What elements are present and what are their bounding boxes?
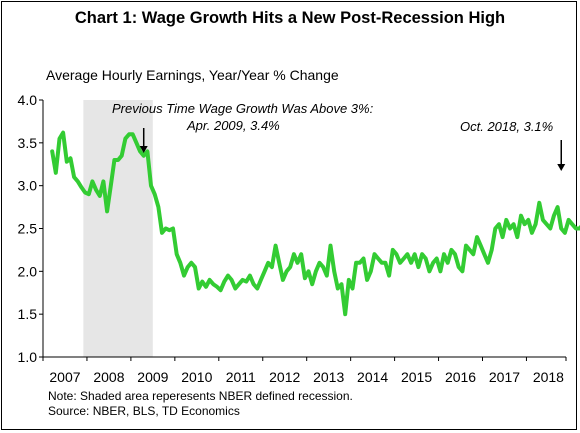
x-tick-label: 2007 [49,369,80,385]
annotation-arrowhead [557,164,566,171]
annotation-text: Previous Time Wage Growth Was Above 3%: [112,101,374,116]
annotation-arrowhead [139,146,148,153]
x-tick-label: 2014 [357,369,388,385]
y-axis-label: Average Hourly Earnings, Year/Year % Cha… [46,67,339,83]
x-tick-label: 2016 [445,369,476,385]
y-tick-label: 3.5 [18,135,38,151]
x-tick-label: 2008 [93,369,124,385]
annotation-text: Apr. 2009, 3.4% [186,118,280,133]
y-tick-label: 1.5 [18,306,38,322]
recession-note: Note: Shaded area reperesents NBER defin… [48,389,353,403]
x-tick-label: 2010 [181,369,212,385]
y-tick-label: 3.0 [18,178,38,194]
y-tick-label: 1.0 [18,349,38,365]
x-tick-label: 2009 [137,369,168,385]
y-tick-label: 4.0 [18,92,38,108]
chart-title: Chart 1: Wage Growth Hits a New Post-Rec… [74,9,506,27]
y-tick-label: 2.5 [18,221,38,237]
source-note: Source: NBER, BLS, TD Economics [48,404,240,418]
series-line-0 [50,130,580,317]
x-tick-label: 2017 [489,369,520,385]
x-tick-label: 2018 [533,369,564,385]
x-tick-label: 2011 [226,369,256,385]
annotation-text: Oct. 2018, 3.1% [460,119,553,134]
recession-shading [83,100,153,357]
x-tick-label: 2012 [269,369,300,385]
x-tick-label: 2015 [401,369,432,385]
y-tick-label: 2.0 [18,263,38,279]
x-tick-label: 2013 [313,369,344,385]
